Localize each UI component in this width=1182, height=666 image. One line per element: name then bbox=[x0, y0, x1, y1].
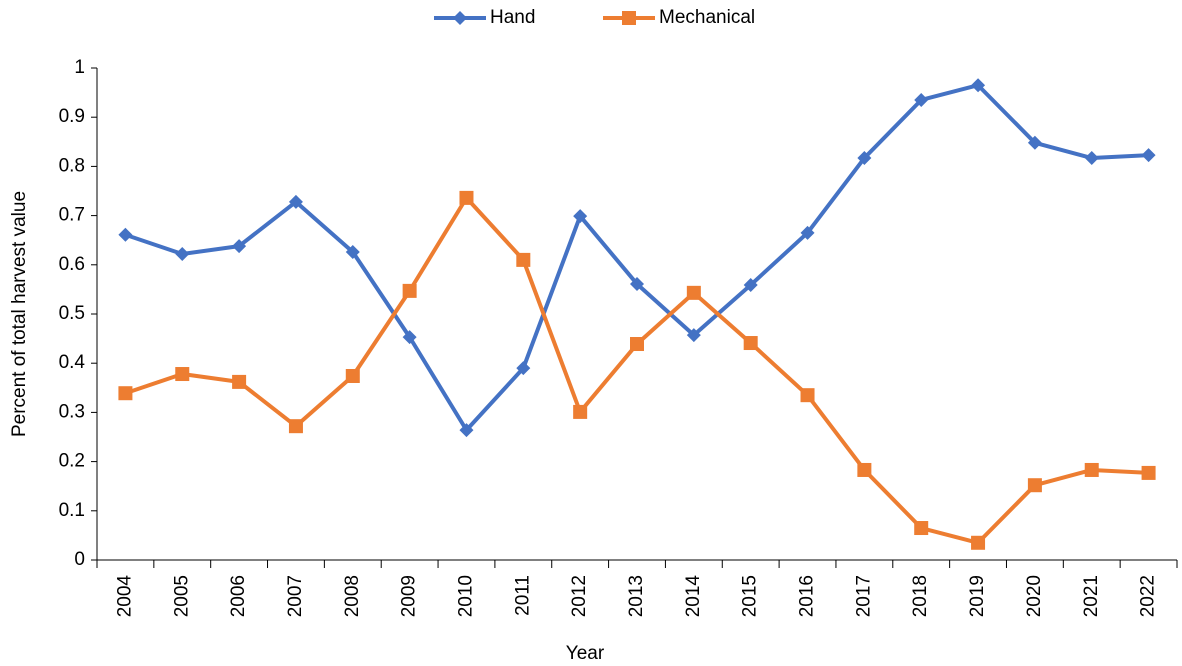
y-tick-label: 0.9 bbox=[59, 106, 85, 127]
data-point bbox=[800, 388, 815, 403]
data-point bbox=[516, 252, 531, 267]
data-point bbox=[914, 521, 929, 536]
x-tick-label: 2005 bbox=[171, 575, 192, 617]
data-point bbox=[118, 227, 133, 242]
data-point bbox=[1027, 478, 1042, 493]
x-tick-label: 2018 bbox=[910, 575, 931, 617]
x-tick-label: 2020 bbox=[1024, 575, 1045, 617]
y-tick-label: 0.4 bbox=[59, 352, 86, 373]
data-point bbox=[573, 404, 588, 419]
data-point bbox=[288, 419, 303, 434]
data-point bbox=[232, 239, 247, 254]
data-point bbox=[1027, 135, 1042, 150]
legend-marker bbox=[622, 11, 636, 25]
y-tick-label: 0.2 bbox=[59, 451, 85, 472]
data-point bbox=[857, 462, 872, 477]
data-point bbox=[1141, 465, 1156, 480]
data-point bbox=[1084, 462, 1099, 477]
x-tick-label: 2010 bbox=[455, 575, 476, 617]
data-point bbox=[743, 336, 758, 351]
data-point bbox=[914, 92, 929, 107]
y-tick-label: 0.3 bbox=[59, 401, 85, 422]
y-tick-label: 0.7 bbox=[59, 205, 85, 226]
data-point bbox=[345, 245, 360, 260]
data-point bbox=[459, 423, 474, 438]
x-axis-label: Year bbox=[566, 643, 605, 664]
x-tick-label: 2013 bbox=[626, 575, 647, 617]
data-point bbox=[971, 535, 986, 550]
data-point bbox=[686, 285, 701, 300]
x-tick-label: 2017 bbox=[853, 575, 874, 617]
x-tick-label: 2014 bbox=[683, 575, 704, 618]
data-point bbox=[288, 194, 303, 209]
data-point bbox=[743, 277, 758, 292]
x-tick-label: 2019 bbox=[967, 575, 988, 617]
x-tick-label: 2022 bbox=[1138, 575, 1159, 617]
y-axis-label: Percent of total harvest value bbox=[9, 191, 30, 437]
data-point bbox=[459, 190, 474, 205]
data-point bbox=[402, 330, 417, 345]
y-tick-label: 0 bbox=[74, 549, 85, 570]
data-point bbox=[1084, 151, 1099, 166]
y-tick-label: 0.8 bbox=[59, 155, 85, 176]
legend-label: Mechanical bbox=[659, 7, 755, 28]
data-point bbox=[800, 225, 815, 240]
data-point bbox=[175, 246, 190, 261]
x-tick-label: 2011 bbox=[512, 575, 533, 616]
y-tick-label: 0.6 bbox=[59, 254, 85, 275]
series-line bbox=[124, 195, 1149, 545]
x-tick-label: 2008 bbox=[342, 575, 363, 617]
data-point bbox=[1141, 148, 1156, 163]
series-line bbox=[124, 83, 1149, 433]
y-tick-label: 0.1 bbox=[59, 500, 85, 521]
data-point bbox=[630, 337, 644, 352]
data-point bbox=[686, 328, 701, 343]
data-point bbox=[345, 368, 360, 383]
data-point bbox=[232, 374, 247, 389]
x-tick-label: 2016 bbox=[797, 575, 818, 617]
x-tick-label: 2021 bbox=[1081, 575, 1102, 617]
data-point bbox=[402, 283, 417, 298]
data-point bbox=[175, 367, 190, 382]
y-tick-label: 1 bbox=[74, 57, 85, 78]
data-point bbox=[857, 151, 872, 166]
data-point bbox=[971, 78, 986, 93]
x-tick-label: 2004 bbox=[114, 575, 135, 618]
data-point bbox=[118, 386, 133, 401]
data-point bbox=[630, 276, 644, 291]
data-point bbox=[516, 361, 531, 376]
legend-marker bbox=[453, 11, 467, 25]
x-tick-label: 2006 bbox=[228, 575, 249, 617]
x-tick-label: 2012 bbox=[569, 575, 590, 617]
data-point bbox=[573, 209, 588, 224]
x-tick-label: 2015 bbox=[740, 575, 761, 617]
legend-label: Hand bbox=[490, 7, 535, 28]
y-tick-label: 0.5 bbox=[59, 303, 85, 324]
x-tick-label: 2009 bbox=[399, 575, 420, 617]
x-tick-label: 2007 bbox=[285, 575, 306, 617]
